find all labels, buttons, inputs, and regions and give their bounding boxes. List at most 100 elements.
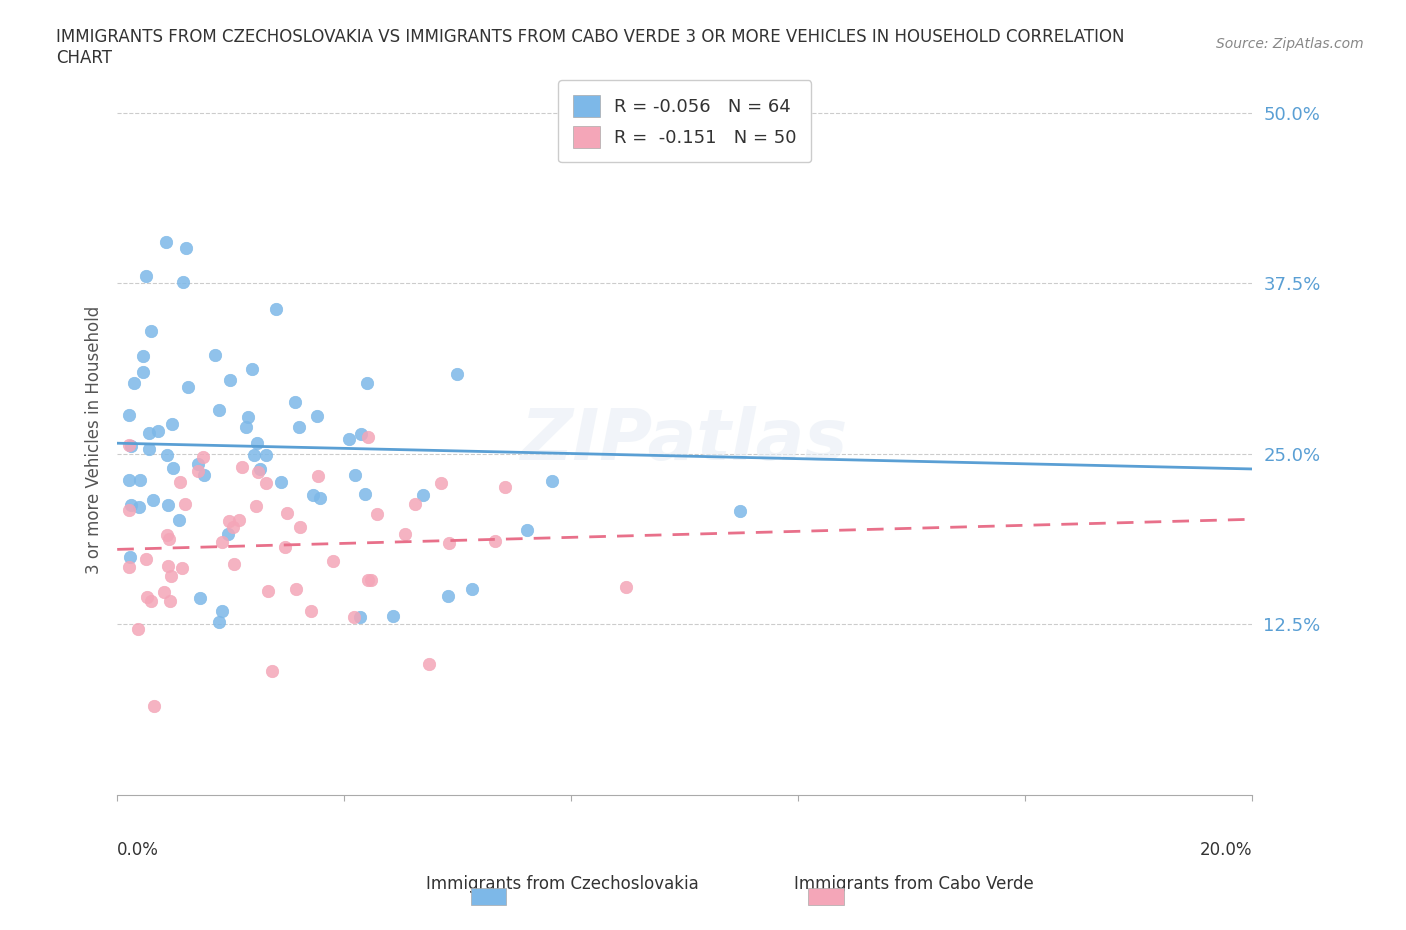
Point bbox=[117, 472, 139, 487]
Point bbox=[139, 593, 162, 608]
Text: Immigrants from Cabo Verde: Immigrants from Cabo Verde bbox=[794, 875, 1033, 893]
Point bbox=[174, 497, 197, 512]
Point bbox=[188, 591, 211, 605]
Point bbox=[404, 497, 426, 512]
Point bbox=[541, 474, 564, 489]
Point bbox=[177, 379, 200, 394]
Point bbox=[287, 420, 309, 435]
Point bbox=[135, 552, 157, 567]
Point bbox=[437, 589, 460, 604]
Point bbox=[117, 407, 139, 422]
Point bbox=[242, 448, 264, 463]
Point bbox=[264, 301, 287, 316]
Point bbox=[429, 476, 451, 491]
Point bbox=[136, 590, 159, 604]
Point bbox=[138, 442, 160, 457]
Point bbox=[132, 365, 155, 379]
Point bbox=[382, 608, 405, 623]
Legend: R = -0.056   N = 64, R =  -0.151   N = 50: R = -0.056 N = 64, R = -0.151 N = 50 bbox=[558, 80, 811, 162]
Point bbox=[276, 506, 298, 521]
Point bbox=[129, 472, 152, 487]
Text: Immigrants from Czechoslovakia: Immigrants from Czechoslovakia bbox=[426, 875, 699, 893]
Point bbox=[730, 503, 752, 518]
Point bbox=[173, 275, 195, 290]
Point bbox=[218, 513, 240, 528]
Point bbox=[156, 559, 179, 574]
Point bbox=[217, 526, 239, 541]
Point bbox=[141, 324, 163, 339]
Point bbox=[446, 366, 468, 381]
Point bbox=[305, 408, 328, 423]
Point bbox=[152, 585, 174, 600]
Point bbox=[193, 468, 215, 483]
Point bbox=[288, 520, 311, 535]
Point bbox=[349, 610, 371, 625]
Point bbox=[257, 583, 280, 598]
Point bbox=[138, 425, 160, 440]
Point bbox=[148, 424, 170, 439]
Point bbox=[160, 417, 183, 432]
Point bbox=[155, 234, 177, 249]
Point bbox=[240, 362, 263, 377]
Point bbox=[211, 604, 233, 618]
Point bbox=[187, 464, 209, 479]
Point bbox=[302, 487, 325, 502]
Point bbox=[337, 432, 360, 446]
Point bbox=[350, 426, 373, 441]
Point bbox=[360, 572, 382, 587]
Point bbox=[218, 373, 240, 388]
Text: 20.0%: 20.0% bbox=[1199, 841, 1253, 858]
Text: 0.0%: 0.0% bbox=[117, 841, 159, 858]
Point bbox=[156, 498, 179, 512]
Point bbox=[191, 449, 214, 464]
Point bbox=[494, 480, 516, 495]
Point bbox=[516, 523, 538, 538]
Point bbox=[274, 539, 297, 554]
Point bbox=[208, 402, 231, 417]
Point bbox=[127, 621, 149, 636]
Point bbox=[156, 448, 179, 463]
Point bbox=[224, 556, 246, 571]
Point bbox=[208, 615, 231, 630]
Point bbox=[246, 465, 269, 480]
Point bbox=[262, 663, 284, 678]
Point bbox=[343, 468, 366, 483]
Point bbox=[159, 593, 181, 608]
Point bbox=[343, 609, 366, 624]
Point bbox=[187, 457, 209, 472]
Point bbox=[118, 559, 141, 574]
Point bbox=[285, 581, 308, 596]
Point bbox=[132, 349, 155, 364]
Point bbox=[160, 568, 183, 583]
Point bbox=[124, 376, 146, 391]
Point bbox=[484, 534, 506, 549]
Point bbox=[437, 536, 460, 551]
Point bbox=[418, 657, 440, 671]
Point bbox=[157, 532, 180, 547]
Point bbox=[135, 269, 157, 284]
Point bbox=[356, 430, 378, 445]
Point bbox=[394, 526, 416, 541]
Point bbox=[249, 462, 271, 477]
Point bbox=[142, 698, 165, 713]
Point bbox=[120, 498, 142, 513]
Point bbox=[412, 487, 434, 502]
Point bbox=[172, 561, 194, 576]
Point bbox=[616, 579, 638, 594]
Point bbox=[236, 410, 259, 425]
Y-axis label: 3 or more Vehicles in Household: 3 or more Vehicles in Household bbox=[86, 306, 103, 574]
Point bbox=[221, 520, 243, 535]
Point bbox=[357, 573, 380, 588]
Point bbox=[204, 347, 226, 362]
Point bbox=[254, 447, 277, 462]
Point bbox=[299, 604, 322, 618]
Point bbox=[270, 474, 292, 489]
Point bbox=[366, 507, 388, 522]
Text: Source: ZipAtlas.com: Source: ZipAtlas.com bbox=[1216, 37, 1364, 51]
Text: IMMIGRANTS FROM CZECHOSLOVAKIA VS IMMIGRANTS FROM CABO VERDE 3 OR MORE VEHICLES : IMMIGRANTS FROM CZECHOSLOVAKIA VS IMMIGR… bbox=[56, 28, 1125, 67]
Point bbox=[254, 475, 277, 490]
Point bbox=[117, 437, 139, 452]
Point bbox=[231, 460, 253, 475]
Point bbox=[117, 502, 139, 517]
Point bbox=[211, 535, 233, 550]
